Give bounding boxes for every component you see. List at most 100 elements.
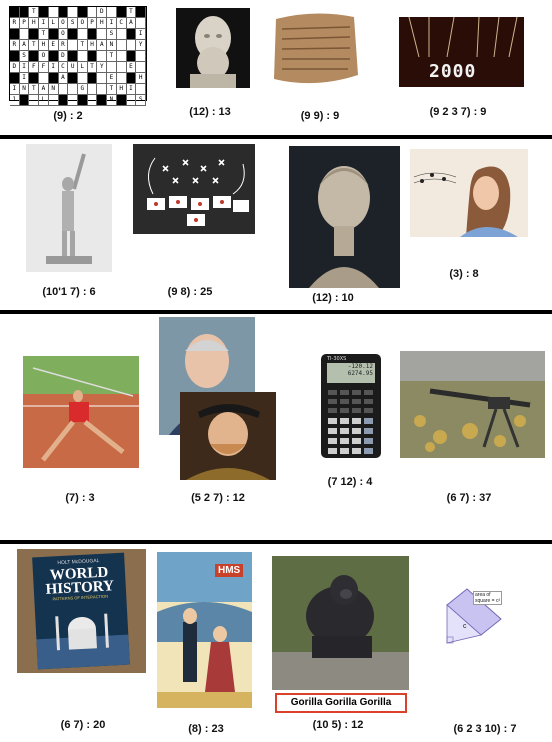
crossword-cell bbox=[48, 29, 59, 40]
caption-13: (6 7) : 20 bbox=[60, 719, 106, 731]
crossword-cell: D bbox=[97, 7, 108, 18]
crossword-cell: T bbox=[126, 7, 137, 18]
caption-1: (9) : 2 bbox=[53, 110, 83, 122]
crossword-cell: S bbox=[19, 51, 30, 62]
caption-2: (12) : 13 bbox=[189, 106, 231, 118]
crossword-cell: T bbox=[107, 51, 117, 62]
crossword-cell: R bbox=[10, 18, 20, 29]
crossword-cell bbox=[107, 62, 117, 73]
crossword-cell: T bbox=[107, 84, 117, 95]
crossword-cell bbox=[97, 95, 108, 106]
hippocrates-bust-image bbox=[176, 8, 250, 88]
book-cover: HOLT McDOUGAL WORLD HISTORY PATTERNS OF … bbox=[32, 552, 130, 670]
crossword-cell bbox=[126, 40, 137, 51]
crossword-cell: 1 bbox=[10, 95, 20, 106]
crossword-cell bbox=[116, 7, 127, 18]
crossword-cell: I bbox=[19, 62, 30, 73]
crossword-cell: H bbox=[116, 84, 127, 95]
crossword-cell: O bbox=[39, 51, 49, 62]
singing-woman-image bbox=[410, 149, 528, 237]
machine-gun-image bbox=[400, 351, 545, 458]
crossword-cell: U bbox=[68, 62, 78, 73]
crossword-cell bbox=[29, 73, 40, 84]
crossword-cell: I bbox=[10, 84, 20, 95]
crossword-cell: A bbox=[58, 73, 69, 84]
caption-9: (7) : 3 bbox=[65, 492, 95, 504]
crossword-cell: S bbox=[107, 29, 117, 40]
crossword-cell bbox=[78, 51, 88, 62]
crossword-cell bbox=[10, 51, 20, 62]
caption-12: (6 7) : 37 bbox=[446, 492, 492, 504]
crossword-cell: A bbox=[39, 84, 49, 95]
vintage-poster-image: HMS bbox=[157, 552, 252, 708]
crossword-cell bbox=[39, 7, 49, 18]
crossword-cell: I bbox=[107, 18, 117, 29]
crossword-cell: A bbox=[19, 40, 30, 51]
crossword-cell bbox=[29, 51, 40, 62]
crossword-cell: T bbox=[39, 29, 49, 40]
crossword-cell bbox=[87, 51, 98, 62]
world-history-book-image: HOLT McDOUGAL WORLD HISTORY PATTERNS OF … bbox=[17, 549, 146, 673]
cuneiform-tablet-image bbox=[270, 9, 360, 89]
crossword-cell bbox=[126, 29, 137, 40]
crossword-cell bbox=[116, 29, 127, 40]
crossword-cell: T bbox=[29, 7, 40, 18]
crossword-cell: C bbox=[116, 18, 127, 29]
crossword-cell bbox=[68, 29, 78, 40]
crossword-cell: N bbox=[48, 84, 59, 95]
crossword-cell: L bbox=[48, 18, 59, 29]
crossword-cell: I bbox=[39, 18, 49, 29]
crossword-cell bbox=[78, 29, 88, 40]
crossword-cell bbox=[87, 73, 98, 84]
crossword-cell bbox=[116, 73, 127, 84]
year-display: 2000 bbox=[429, 61, 477, 82]
crossword-cell: A bbox=[126, 18, 137, 29]
game-plan-board-image bbox=[133, 144, 255, 234]
crossword-cell: I bbox=[126, 84, 137, 95]
crossword-cell bbox=[126, 95, 137, 106]
crossword-cell: P bbox=[19, 18, 30, 29]
crossword-cell: N bbox=[107, 40, 117, 51]
crossword-cell bbox=[97, 84, 108, 95]
crossword-cell: D bbox=[58, 51, 69, 62]
crossword-cell bbox=[97, 29, 108, 40]
crossword-cell bbox=[116, 62, 127, 73]
crossword-cell: N bbox=[107, 95, 117, 106]
crossword-cell bbox=[126, 51, 137, 62]
crossword-cell bbox=[48, 73, 59, 84]
crossword-cell: R bbox=[10, 40, 20, 51]
crossword-cell bbox=[136, 18, 146, 29]
crossword-cell: E bbox=[126, 62, 137, 73]
crossword-cell: H bbox=[29, 18, 40, 29]
crossword-cell bbox=[136, 62, 146, 73]
crossword-cell bbox=[68, 84, 78, 95]
crossword-cell: O bbox=[78, 18, 88, 29]
crossword-cell bbox=[58, 7, 69, 18]
crossword-cell: T bbox=[78, 40, 88, 51]
scientific-calculator-image: TI-30XS -120.12 6274.95 bbox=[321, 354, 381, 458]
caption-11: (7 12) : 4 bbox=[327, 476, 373, 488]
crossword-cell bbox=[48, 7, 59, 18]
gorilla-label: Gorilla Gorilla Gorilla bbox=[275, 693, 407, 713]
square-area-label-line-1: area of bbox=[475, 592, 491, 598]
crossword-cell: T bbox=[87, 62, 98, 73]
henry-viii-portrait-image bbox=[180, 392, 276, 480]
crossword-cell bbox=[87, 95, 98, 106]
crossword-cell: O bbox=[58, 29, 69, 40]
crossword-cell bbox=[68, 73, 78, 84]
crossword-cell bbox=[136, 7, 146, 18]
caption-10: (5 2 7) : 12 bbox=[191, 492, 245, 504]
crossword-cell bbox=[78, 73, 88, 84]
crossword-cell: Y bbox=[97, 62, 108, 73]
crossword-cell: C bbox=[58, 62, 69, 73]
crossword-cell: Y bbox=[136, 40, 146, 51]
square-area-label: area of square = c² bbox=[473, 591, 503, 605]
crossword-cell: L bbox=[39, 95, 49, 106]
crossword-cell: E bbox=[48, 40, 59, 51]
crossword-cell bbox=[29, 95, 40, 106]
section-divider-3 bbox=[0, 540, 552, 544]
crossword-cell: R bbox=[58, 40, 69, 51]
crossword-cell bbox=[58, 95, 69, 106]
pythagoras-square-image: area of square = c² c bbox=[437, 585, 511, 649]
crossword-cell: N bbox=[19, 84, 30, 95]
